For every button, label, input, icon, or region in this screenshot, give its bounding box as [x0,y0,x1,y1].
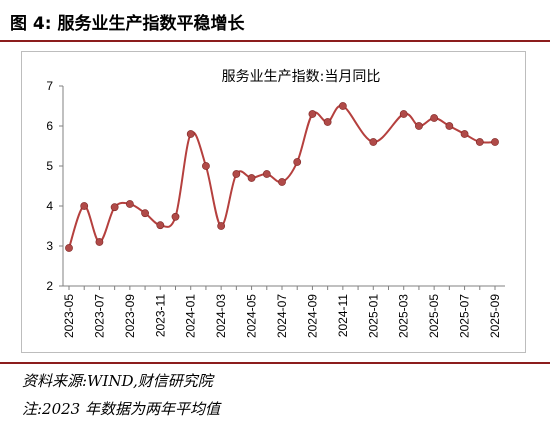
data-point [399,110,408,118]
data-point [65,244,73,252]
data-point [186,130,195,138]
data-point [369,138,378,146]
data-point [491,138,499,146]
footer-divider [0,362,550,364]
y-tick-label: 5 [46,159,53,173]
y-tick-label: 3 [46,239,53,253]
y-tick-label: 6 [46,119,53,133]
x-tick-label: 2023-09 [123,294,137,338]
x-tick-label: 2024-07 [275,294,289,338]
x-tick-label: 2024-03 [214,294,228,338]
series-line-group [68,104,496,249]
x-tick-label: 2024-05 [245,294,259,338]
data-point [475,138,484,146]
x-tick-label: 2025-03 [397,294,411,338]
data-point [460,130,469,138]
data-point [217,222,226,230]
data-point [308,110,317,118]
data-point [415,122,423,130]
data-point [125,200,134,208]
y-tick-label: 4 [46,199,53,213]
data-point [293,158,302,166]
x-tick-label: 2024-11 [336,294,350,337]
chart-title: 服务业生产指数:当月同比 [222,69,381,85]
series-line [68,104,496,249]
data-point [110,203,119,212]
x-tick-label: 2024-01 [184,294,198,338]
y-tick-label: 2 [46,279,53,293]
data-point [323,118,332,126]
x-tick-label: 2025-01 [366,294,380,338]
data-point [171,212,180,221]
x-tick-label: 2023-05 [62,294,76,338]
x-tick-label: 2023-07 [92,294,106,338]
data-point [141,209,149,218]
data-point [430,114,439,122]
data-point [202,162,210,170]
x-tick-label: 2023-11 [153,294,167,337]
data-point [247,174,256,182]
data-point [95,238,104,246]
data-point [232,170,241,178]
data-note: 注:2023 年数据为两年平均值 [22,400,220,418]
data-point [156,221,165,230]
y-tick-label: 7 [46,79,53,93]
line-chart: 服务业生产指数:当月同比 2 3 4 5 6 7 2023-05 2023-07 2023-09… [46,69,505,338]
data-point [80,202,89,210]
figure-header: 图 4: 服务业生产指数平稳增长 [0,0,550,42]
data-point [262,170,271,178]
data-point [445,122,454,130]
x-tick-label: 2024-09 [305,294,319,338]
axes: 2 3 4 5 6 7 2023-05 2023-07 2023-09 2023-11 2024-0… [46,79,505,338]
data-point [338,102,347,110]
data-point-group [65,102,499,252]
x-tick-label: 2025-07 [458,294,472,338]
chart-frame [21,51,526,353]
x-tick-label: 2025-09 [488,294,502,338]
data-point [278,178,286,186]
x-tick-label: 2025-05 [427,294,441,338]
source-note: 资料来源:WIND,财信研究院 [22,372,213,390]
figure-title: 图 4: 服务业生产指数平稳增长 [10,14,245,34]
